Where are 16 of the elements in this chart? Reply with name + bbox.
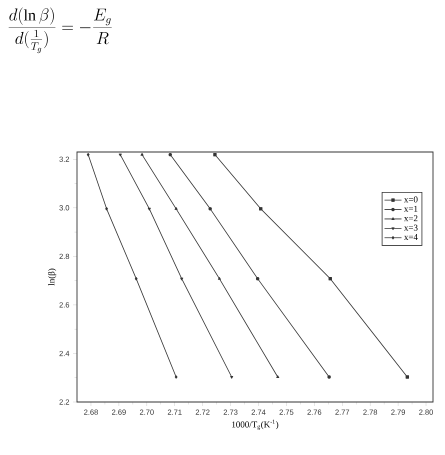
point	[328, 277, 332, 280]
legend-label: x=2	[404, 215, 418, 222]
point	[256, 277, 260, 280]
text: $\frac{d(\ln\beta)}{d(\frac{1}{T_g})}=-\frac{E_g}{R}$	[8, 8, 112, 54]
legend-label: x=0	[404, 196, 418, 202]
legend-label: x=4	[404, 234, 418, 240]
point	[208, 207, 212, 210]
point	[259, 207, 262, 210]
point	[406, 375, 410, 379]
legend-label: x=3	[404, 224, 418, 231]
point	[213, 152, 217, 156]
y-axis-title: ln(β)	[48, 268, 56, 286]
x-axis-title: 1000/T$_{g}$(K$^{-1}$)	[232, 420, 278, 430]
legend-label: x=1	[404, 206, 418, 212]
point	[327, 375, 331, 379]
point	[168, 152, 172, 156]
